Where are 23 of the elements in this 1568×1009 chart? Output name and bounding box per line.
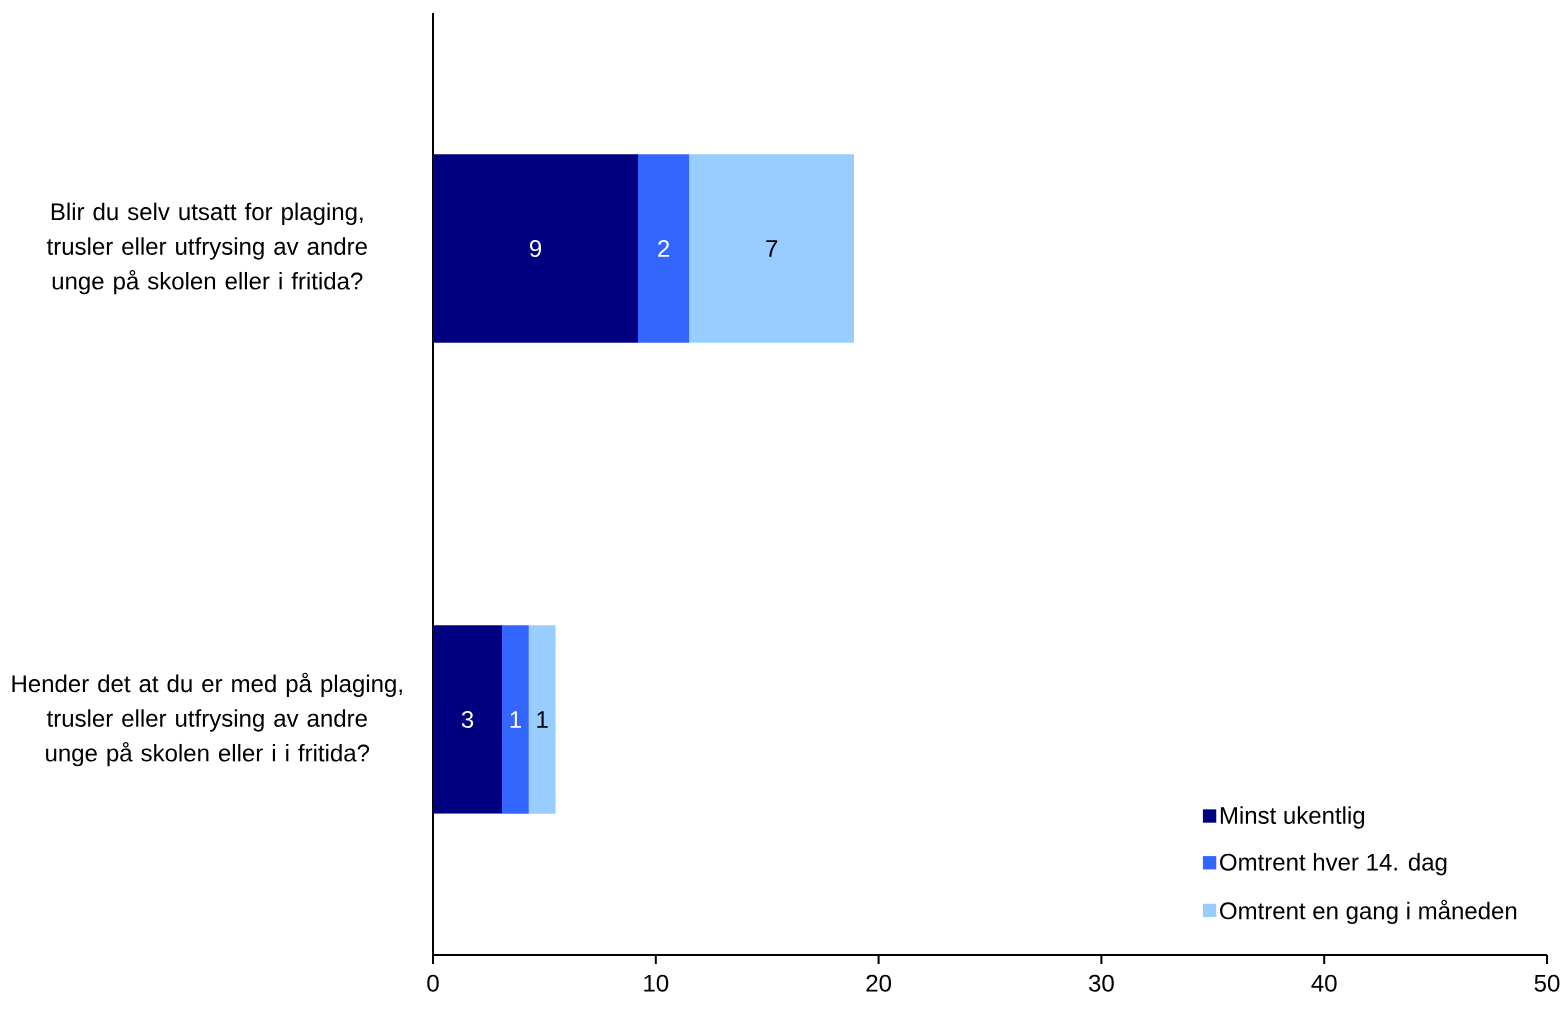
bar: [433, 154, 638, 343]
data-label: 9: [529, 239, 542, 257]
x-tick-label: 0: [427, 974, 439, 992]
y-tick-label: Blir du selv utsatt for plaging, trusler eller utfrysing av andre unge på skolen eller i fritida?: [46, 202, 367, 295]
bar: [689, 154, 855, 343]
data-label: 2: [658, 240, 670, 257]
legend-label: Omtrent hver 14. dag: [1220, 853, 1447, 876]
x-tick-label: 50: [1534, 974, 1560, 992]
legend-label: Omtrent en gang i måneden: [1220, 899, 1517, 925]
x-tick-label: 30: [1088, 974, 1114, 992]
x-tick-label: 40: [1311, 974, 1337, 992]
data-label: 3: [461, 710, 474, 728]
data-label: 7: [766, 240, 778, 257]
x-tick-label: 10: [644, 974, 669, 992]
legend-label: Minst ukentlig: [1220, 806, 1365, 829]
x-tick-label: 20: [866, 974, 892, 992]
bar: [528, 625, 556, 814]
y-tick-label: Hender det at du er med på plaging, trusler eller utfrysing av andre unge på skolen eller i i fritida?: [12, 672, 402, 767]
bar: [433, 625, 503, 814]
data-label: 1: [537, 711, 548, 728]
data-label: 1: [510, 711, 521, 728]
bar: [502, 625, 529, 814]
bar: [637, 154, 690, 343]
